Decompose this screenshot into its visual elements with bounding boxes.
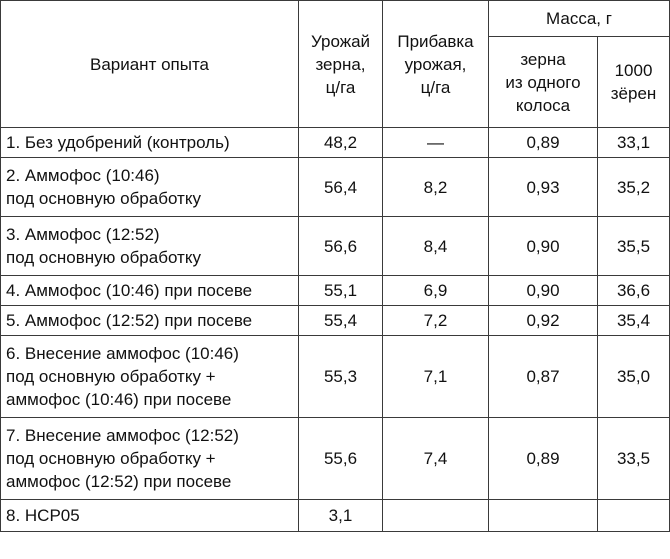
- cell-mass-ear: 0,92: [488, 305, 598, 336]
- cell-yield: 55,3: [298, 335, 383, 418]
- cell-mass-1000: 33,1: [596, 127, 670, 158]
- cell-variant: 7. Внесение аммофос (12:52) под основную …: [0, 417, 299, 500]
- variant-line: аммофос (10:46) при посеве: [6, 390, 232, 409]
- cell-yield: 55,6: [298, 417, 383, 500]
- cell-increase: 8,2: [382, 157, 489, 217]
- cell-mass-1000: 35,0: [596, 335, 670, 418]
- cell-increase: 8,4: [382, 216, 489, 276]
- cell-mass-ear: 0,89: [488, 417, 598, 500]
- table-row: 7. Внесение аммофос (12:52) под основную …: [0, 417, 670, 500]
- cell-mass-1000: 35,4: [596, 305, 670, 336]
- cell-variant: 3. Аммофос (12:52) под основную обработку: [0, 216, 299, 276]
- variant-line: аммофос (12:52) при посеве: [6, 472, 232, 491]
- cell-yield: 55,1: [298, 275, 383, 306]
- header-variant: Вариант опыта: [0, 0, 299, 128]
- cell-variant: 2. Аммофос (10:46) под основную обработку: [0, 157, 299, 217]
- header-yield: Урожай зерна, ц/га: [298, 0, 383, 128]
- table-row: 1. Без удобрений (контроль) 48,2—0,89 33,1: [0, 127, 670, 158]
- table-row: 2. Аммофос (10:46) под основную обработку…: [0, 157, 670, 217]
- table-body: 1. Без удобрений (контроль) 48,2—0,89 33,1…: [0, 127, 670, 532]
- cell-increase: 6,9: [382, 275, 489, 306]
- variant-line: 6. Внесение аммофос (10:46): [6, 344, 239, 363]
- cell-yield: 55,4: [298, 305, 383, 336]
- variant-line: под основную обработку: [6, 248, 201, 267]
- header-mass: Масса, г: [487, 0, 670, 37]
- cell-mass-1000: 35,5: [596, 216, 670, 276]
- cell-variant: 1. Без удобрений (контроль): [0, 127, 299, 158]
- cell-increase: 7,4: [382, 417, 489, 500]
- variant-line: под основную обработку +: [6, 367, 216, 386]
- table-row: 8. НСР05 3,1: [0, 499, 670, 532]
- cell-variant: 6. Внесение аммофос (10:46) под основную …: [0, 335, 299, 418]
- cell-mass-1000: 33,5: [596, 417, 670, 500]
- variant-line: 4. Аммофос (10:46) при посеве: [6, 281, 253, 300]
- cell-variant: 5. Аммофос (12:52) при посеве: [0, 305, 299, 336]
- variant-line: под основную обработку: [6, 189, 201, 208]
- cell-yield: 56,4: [298, 157, 383, 217]
- cell-yield: 3,1: [298, 499, 383, 532]
- table-row: 5. Аммофос (12:52) при посеве 55,4 7,2 0,92…: [0, 305, 670, 336]
- variant-line: 5. Аммофос (12:52) при посеве: [6, 311, 253, 330]
- cell-mass-1000: 36,6: [596, 275, 670, 306]
- cell-mass-1000: [596, 499, 670, 532]
- variant-line: 7. Внесение аммофос (12:52): [6, 426, 239, 445]
- cell-mass-ear: 0,90: [488, 275, 598, 306]
- cell-yield: 48,2: [298, 127, 383, 158]
- variant-line: 3. Аммофос (12:52): [6, 225, 160, 244]
- variant-line: 2. Аммофос (10:46): [6, 166, 160, 185]
- header-mass-ear: зерна из одного колоса: [488, 36, 598, 128]
- variant-line: 1. Без удобрений (контроль): [6, 133, 230, 152]
- cell-mass-ear: 0,87: [488, 335, 598, 418]
- table-row: 4. Аммофос (10:46) при посеве 55,1 6,9 0,90…: [0, 275, 670, 306]
- cell-increase: 7,1: [382, 335, 489, 418]
- cell-mass-ear: 0,89: [488, 127, 598, 158]
- header-mass-1000: 1000 зёрен: [596, 36, 670, 128]
- yield-table: Вариант опыта Урожай зерна, ц/га Прибавк…: [0, 0, 670, 532]
- cell-increase: —: [382, 127, 489, 158]
- variant-line: под основную обработку +: [6, 449, 216, 468]
- cell-yield: 56,6: [298, 216, 383, 276]
- cell-mass-1000: 35,2: [596, 157, 670, 217]
- cell-mass-ear: 0,93: [488, 157, 598, 217]
- table-row: 3. Аммофос (12:52) под основную обработку…: [0, 216, 670, 276]
- header-increase: Прибавка урожая, ц/га: [382, 0, 489, 128]
- cell-increase: 7,2: [382, 305, 489, 336]
- cell-variant: 8. НСР05: [0, 499, 299, 532]
- cell-variant: 4. Аммофос (10:46) при посеве: [0, 275, 299, 306]
- table-row: 6. Внесение аммофос (10:46) под основную …: [0, 335, 670, 418]
- cell-increase: [382, 499, 489, 532]
- cell-mass-ear: 0,90: [488, 216, 598, 276]
- cell-mass-ear: [488, 499, 598, 532]
- variant-line: 8. НСР05: [6, 506, 80, 525]
